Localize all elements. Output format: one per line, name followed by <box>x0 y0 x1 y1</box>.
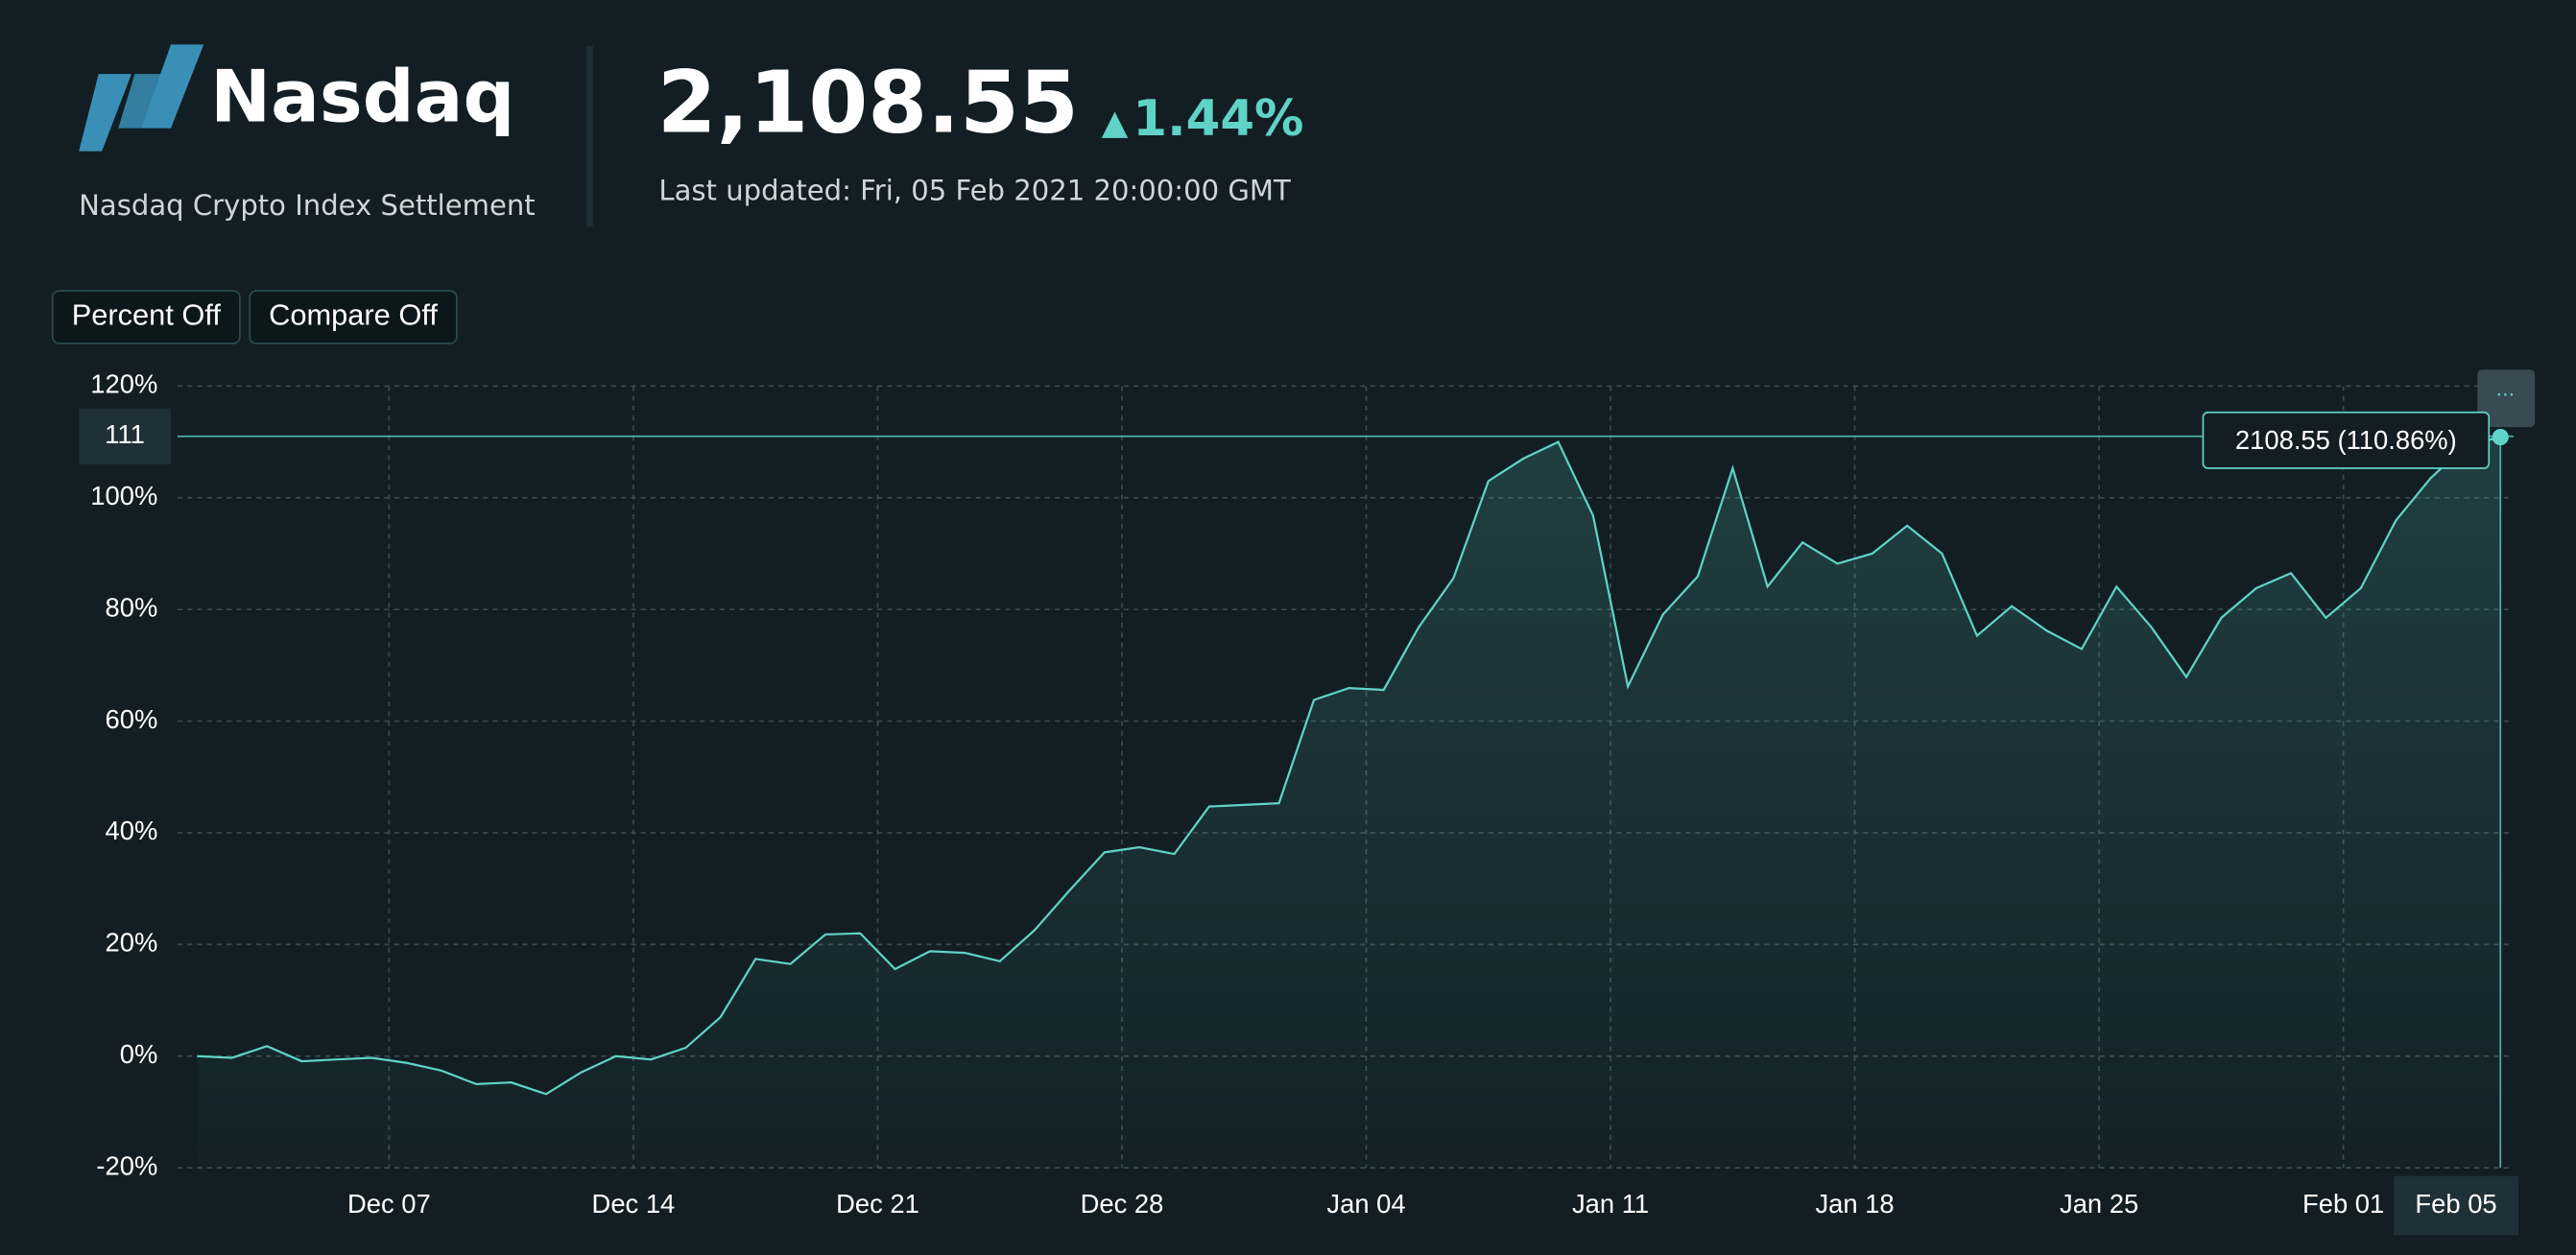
button-label[interactable]: Compare Off <box>269 298 438 332</box>
crosshair-y-label: 111 <box>105 419 145 449</box>
subtitle: Nasdaq Crypto Index Settlement <box>79 189 536 222</box>
line <box>197 436 2501 1096</box>
y-tick-label: 120% <box>90 369 157 399</box>
logo: Nasdaq <box>79 44 514 152</box>
y-tick-label: 80% <box>106 592 158 622</box>
y-tick-label: 60% <box>106 704 158 734</box>
x-tick-label: Jan 25 <box>2060 1189 2138 1219</box>
x-tick-label: Dec 07 <box>347 1189 431 1219</box>
tooltip-box <box>2202 411 2491 469</box>
hover-point <box>2492 429 2509 446</box>
y-tick-label: 40% <box>106 816 158 845</box>
y-tick-label: 0% <box>120 1039 158 1069</box>
x-tick-label: Dec 21 <box>836 1189 919 1219</box>
percent-button[interactable]: Percent Off <box>51 290 241 344</box>
divider <box>586 46 593 227</box>
area-fill <box>197 437 2501 1169</box>
x-tick-label: Dec 14 <box>592 1189 676 1219</box>
change: 1.44% <box>1133 90 1303 148</box>
last-updated: Last updated: Fri, 05 Feb 2021 20:00:00 … <box>658 174 1291 206</box>
tooltip-text: 2108.55 (110.86%) <box>2235 425 2457 455</box>
crosshair-x-box <box>2393 1175 2519 1236</box>
up-arrow <box>1101 111 1129 138</box>
compare-button[interactable]: Compare Off <box>249 290 458 344</box>
y-tick-label: -20% <box>96 1150 157 1180</box>
plot: -20% 0% 20% 40% 60% 80% 100% 120% Dec 07 Dec 14 De… <box>79 369 2519 1236</box>
logo-text: Nasdaq <box>210 55 514 139</box>
y-tick-label: 20% <box>106 928 158 958</box>
price: 2,108.55 <box>657 52 1079 152</box>
button-label[interactable]: Percent Off <box>72 298 222 332</box>
x-tick-label: Dec 28 <box>1081 1189 1164 1219</box>
crosshair-y-box <box>79 408 172 464</box>
x-tick-label: Jan 04 <box>1326 1189 1405 1219</box>
crosshair-x-label: Feb 05 <box>2415 1189 2496 1219</box>
x-tick-label: Jan 11 <box>1572 1189 1649 1219</box>
x-tick-label: Jan 18 <box>1815 1189 1894 1219</box>
menu-button[interactable]: ··· <box>2477 369 2536 428</box>
x-tick-label: Feb 01 <box>2302 1189 2384 1219</box>
y-tick-label: 100% <box>90 481 157 510</box>
menu-icon[interactable]: ··· <box>2496 384 2516 407</box>
